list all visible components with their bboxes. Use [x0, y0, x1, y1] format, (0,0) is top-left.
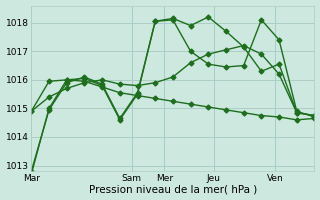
- X-axis label: Pression niveau de la mer( hPa ): Pression niveau de la mer( hPa ): [89, 184, 257, 194]
